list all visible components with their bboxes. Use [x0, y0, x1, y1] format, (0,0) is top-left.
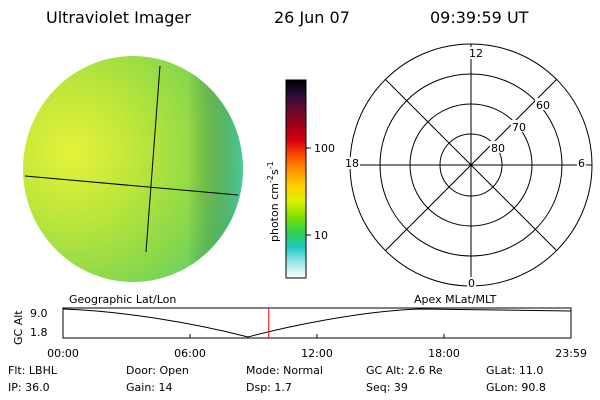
label-bg: [344, 157, 360, 169]
date-label: 26 Jun 07: [274, 8, 350, 27]
colorbar-unit-label: photon cm-2s-1: [266, 161, 281, 242]
strip-time-label: 06:00: [174, 347, 206, 360]
label-bg: [467, 277, 476, 289]
label-bg: [468, 47, 482, 59]
strip-time-label: 12:00: [301, 347, 333, 360]
status-glat: GLat: 11.0: [486, 364, 544, 377]
unit-exp-cm: -2: [266, 175, 275, 183]
disk-limb: [23, 56, 243, 282]
polar-diagonal-2: [384, 78, 558, 252]
mlat-label-70: 70: [512, 121, 526, 134]
mlt-label-0: 0: [468, 277, 475, 290]
status-filter: Flt: LBHL: [8, 364, 57, 377]
polar-labels: 12 0 18 6 60 70 80: [344, 47, 586, 290]
altitude-trace: [62, 308, 572, 338]
mlt-label-12: 12: [469, 47, 483, 60]
strip-y-min: 1.8: [30, 326, 48, 339]
strip-right-label: Apex MLat/MLT: [414, 293, 497, 306]
label-bg: [490, 141, 506, 153]
instrument-title: Ultraviolet Imager: [46, 8, 191, 27]
status-seq: Seq: 39: [366, 381, 408, 394]
colorbar: 100 10 photon cm-2s-1: [266, 79, 335, 279]
status-glon: GLon: 90.8: [486, 381, 546, 394]
status-door: Door: Open: [126, 364, 189, 377]
colorbar-tick-label: 100: [314, 142, 335, 155]
mlt-label-18: 18: [345, 157, 359, 170]
strip-time-label: 23:59: [555, 347, 587, 360]
mlat-label-60: 60: [536, 99, 550, 112]
time-label: 09:39:59 UT: [430, 8, 529, 27]
status-mode: Mode: Normal: [246, 364, 323, 377]
strip-left-label: Geographic Lat/Lon: [69, 293, 176, 306]
mlat-label-80: 80: [491, 142, 505, 155]
strip-y-max: 9.0: [30, 307, 48, 320]
colorbar-scale: [285, 79, 307, 279]
uv-earth-disk: [23, 56, 243, 282]
mlt-label-6: 6: [578, 157, 585, 170]
disk-longitude-line: [145, 65, 161, 253]
strip-time-ticks: 00:00 06:00 12:00 18:00 23:59: [47, 334, 587, 360]
unit-photon: photon cm: [268, 183, 281, 242]
colorbar-tick-label: 10: [314, 229, 328, 242]
status-gc-alt: GC Alt: 2.6 Re: [366, 364, 443, 377]
label-bg: [511, 120, 527, 132]
strip-time-label: 18:00: [428, 347, 460, 360]
label-bg: [577, 157, 586, 169]
orbit-strip-chart: Geographic Lat/Lon Apex MLat/MLT GC Alt …: [12, 293, 587, 360]
label-bg: [535, 98, 551, 110]
unit-exp-s: -1: [266, 161, 275, 169]
status-gain: Gain: 14: [126, 381, 173, 394]
strip-frame: [62, 307, 572, 339]
status-dsp: Dsp: 1.7: [246, 381, 292, 394]
strip-time-label: 00:00: [47, 347, 79, 360]
unit-s: s: [268, 169, 281, 175]
status-ip: IP: 36.0: [8, 381, 50, 394]
polar-grid: [349, 43, 593, 287]
strip-axis-title: GC Alt: [12, 310, 25, 345]
disk-latitude-line: [24, 175, 239, 196]
